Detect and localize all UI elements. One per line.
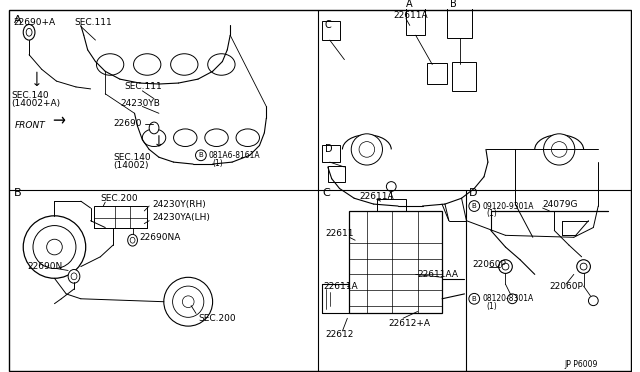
- Text: JP P6009: JP P6009: [564, 360, 597, 369]
- Text: 24230YB: 24230YB: [120, 99, 160, 108]
- Bar: [349, 211, 442, 314]
- Text: D: D: [468, 188, 477, 198]
- Bar: [93, 218, 147, 228]
- Text: 22611A: 22611A: [393, 11, 428, 20]
- Ellipse shape: [23, 25, 35, 40]
- Text: SEC.140: SEC.140: [12, 91, 49, 100]
- Ellipse shape: [128, 234, 138, 246]
- Text: (1): (1): [486, 209, 497, 218]
- Text: B: B: [13, 188, 21, 198]
- Text: SEC.140: SEC.140: [113, 153, 150, 162]
- Text: A: A: [13, 15, 21, 25]
- Bar: [93, 206, 147, 228]
- Ellipse shape: [149, 122, 159, 134]
- Text: B: B: [472, 296, 477, 302]
- Ellipse shape: [387, 182, 396, 192]
- Text: 081A6-8161A: 081A6-8161A: [209, 151, 260, 160]
- Text: B: B: [198, 152, 204, 158]
- Text: 22060P: 22060P: [472, 260, 506, 269]
- Ellipse shape: [68, 269, 80, 283]
- Text: 22611: 22611: [326, 229, 355, 238]
- Text: 22611AA: 22611AA: [418, 270, 459, 279]
- Bar: [428, 62, 447, 84]
- Text: 22612: 22612: [325, 330, 353, 339]
- Ellipse shape: [508, 294, 517, 304]
- Text: FRONT: FRONT: [15, 122, 45, 131]
- Bar: [447, 7, 472, 38]
- Circle shape: [351, 134, 383, 165]
- Text: 22611A: 22611A: [359, 192, 394, 201]
- Text: 24230Y(RH): 24230Y(RH): [152, 200, 206, 209]
- Bar: [322, 145, 340, 162]
- Circle shape: [196, 150, 206, 161]
- Text: 22690N: 22690N: [27, 262, 62, 271]
- Text: A: A: [406, 0, 413, 9]
- Bar: [322, 20, 340, 40]
- Text: 22690NA: 22690NA: [140, 233, 180, 242]
- Text: (1): (1): [486, 302, 497, 311]
- Text: (14002+A): (14002+A): [12, 99, 61, 108]
- Circle shape: [164, 277, 212, 326]
- Text: 09120-9301A: 09120-9301A: [482, 202, 534, 211]
- Ellipse shape: [499, 260, 512, 273]
- Text: 24230YA(LH): 24230YA(LH): [152, 213, 210, 222]
- Text: D: D: [325, 144, 333, 154]
- Text: 22690+A: 22690+A: [13, 18, 56, 27]
- Text: 22612+A: 22612+A: [388, 319, 430, 328]
- Circle shape: [469, 201, 479, 211]
- Text: SEC.200: SEC.200: [198, 314, 236, 323]
- Circle shape: [469, 294, 479, 304]
- Bar: [452, 61, 476, 91]
- Bar: [376, 199, 406, 211]
- Text: SEC.200: SEC.200: [100, 194, 138, 203]
- Text: (1): (1): [212, 158, 223, 168]
- Text: 22060P: 22060P: [549, 282, 583, 291]
- Text: C: C: [325, 20, 332, 31]
- Text: C: C: [322, 188, 330, 198]
- Circle shape: [543, 134, 575, 165]
- Text: 22611A: 22611A: [323, 282, 358, 291]
- Bar: [406, 8, 426, 35]
- Text: SEC.111: SEC.111: [74, 18, 112, 27]
- Text: SEC.111: SEC.111: [125, 83, 163, 92]
- Ellipse shape: [588, 296, 598, 306]
- Ellipse shape: [577, 260, 591, 273]
- Text: B: B: [472, 203, 477, 209]
- Bar: [328, 166, 346, 182]
- Text: (14002): (14002): [113, 161, 148, 170]
- Circle shape: [23, 216, 86, 278]
- Text: B: B: [450, 0, 456, 9]
- Text: 24079G: 24079G: [543, 200, 578, 209]
- Text: 22690: 22690: [113, 119, 141, 128]
- Text: 08120-8301A: 08120-8301A: [482, 294, 533, 303]
